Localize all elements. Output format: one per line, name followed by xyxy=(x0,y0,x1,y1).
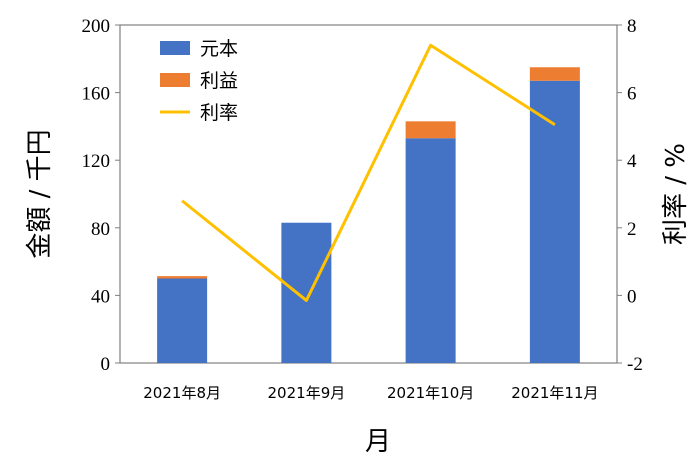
legend-swatch xyxy=(160,73,190,87)
x-axis-title: 月 xyxy=(365,427,391,457)
legend-label: 利率 xyxy=(200,102,238,124)
x-tick-label: 2021年9月 xyxy=(268,384,346,402)
y2-tick-label: -2 xyxy=(627,354,643,375)
legend-swatch xyxy=(160,41,190,55)
y-tick-label: 120 xyxy=(82,151,111,172)
y-tick-label: 160 xyxy=(82,84,111,105)
legend-label: 元本 xyxy=(200,38,238,60)
bar-principal-1 xyxy=(281,222,332,363)
bar-principal-0 xyxy=(157,278,208,363)
x-tick-label: 2021年10月 xyxy=(387,384,474,402)
x-tick-label: 2021年11月 xyxy=(511,384,598,402)
y2-tick-label: 6 xyxy=(627,84,637,105)
y-tick-label: 40 xyxy=(91,286,110,307)
bar-principal-3 xyxy=(529,80,580,364)
y-tick-label: 80 xyxy=(91,219,110,240)
y2-tick-label: 0 xyxy=(627,286,637,307)
y2-tick-label: 2 xyxy=(627,219,637,240)
bar-principal-2 xyxy=(405,138,456,363)
y-tick-label: 200 xyxy=(82,16,111,37)
y-tick-label: 0 xyxy=(101,354,111,375)
bar-profit-3 xyxy=(529,67,580,81)
y2-tick-label: 4 xyxy=(627,151,637,172)
plot-frame xyxy=(119,24,618,364)
y2-tick-label: 8 xyxy=(627,16,637,37)
legend-label: 利益 xyxy=(200,70,238,92)
x-tick-label: 2021年8月 xyxy=(143,384,221,402)
line-rate xyxy=(181,43,556,302)
y-axis-title: 金額 / 千円 xyxy=(25,129,55,258)
bar-profit-0 xyxy=(157,276,208,279)
y2-axis-title: 利率 / % xyxy=(661,143,691,245)
bar-profit-2 xyxy=(405,121,456,139)
